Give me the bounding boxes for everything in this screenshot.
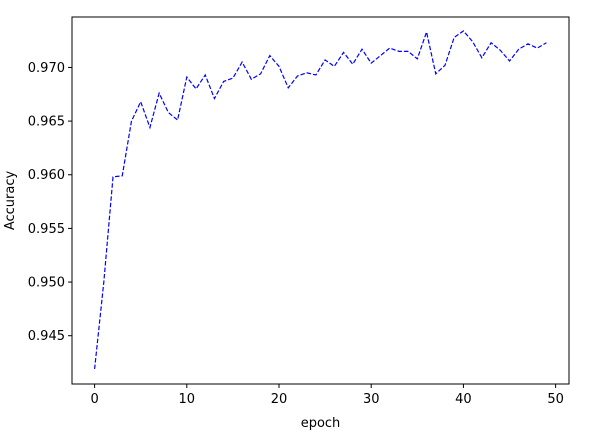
y-tick-label: 0.945 — [28, 329, 65, 344]
y-tick-label: 0.950 — [28, 276, 65, 291]
x-tick-label: 20 — [271, 392, 288, 407]
series-line-0 — [93, 29, 547, 370]
y-axis-label: Accuracy — [3, 171, 18, 231]
x-axis-label: epoch — [301, 416, 341, 431]
x-tick-label: 0 — [90, 392, 98, 407]
x-tick-label: 50 — [547, 392, 564, 407]
y-tick-label: 0.965 — [28, 115, 65, 130]
plot-frame — [71, 16, 570, 385]
x-tick-label: 10 — [179, 392, 196, 407]
x-tick-label: 30 — [363, 392, 380, 407]
y-tick-label: 0.960 — [28, 168, 65, 183]
y-tick-label: 0.955 — [28, 222, 65, 237]
plot-area — [72, 17, 569, 384]
x-tick-label: 40 — [455, 392, 472, 407]
y-tick-label: 0.970 — [28, 61, 65, 76]
